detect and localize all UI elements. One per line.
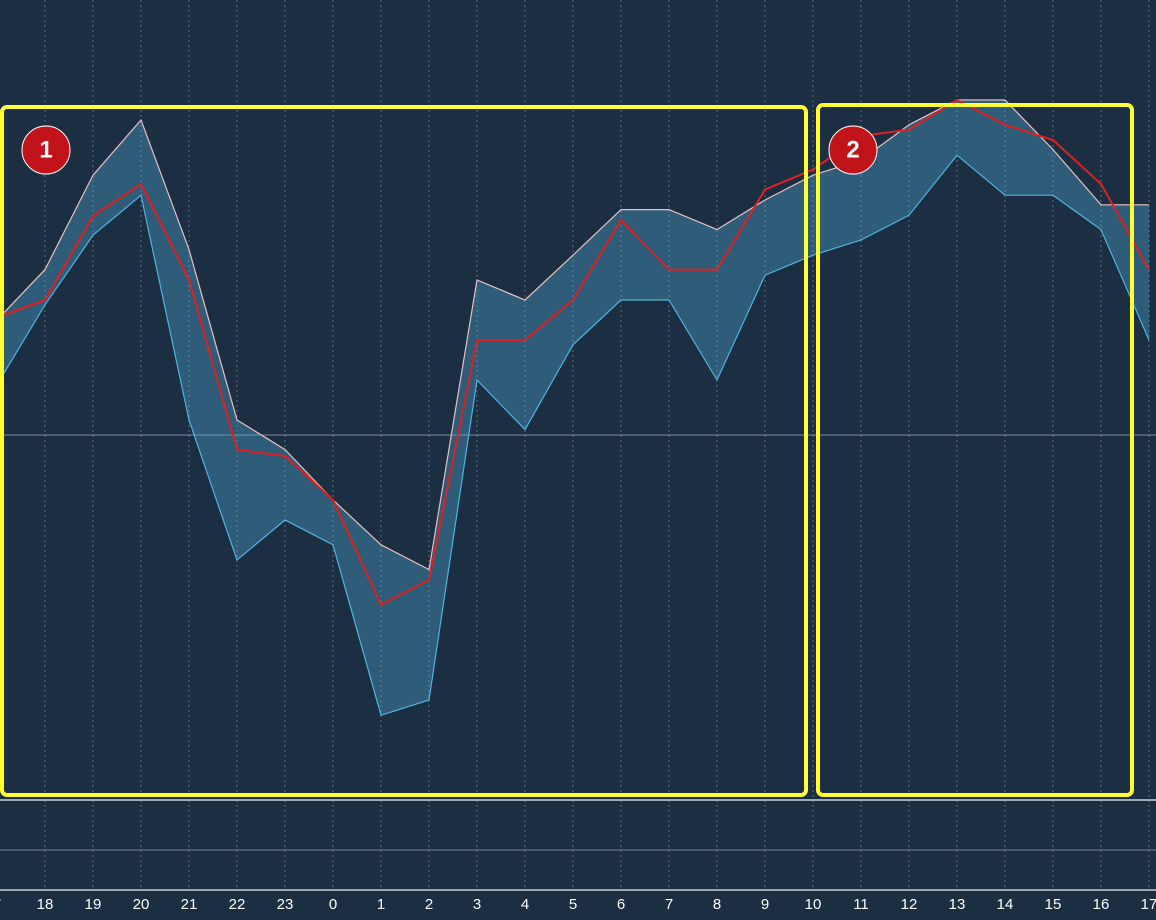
x-tick-label: 1 <box>377 896 385 913</box>
x-tick-label: 4 <box>521 896 529 913</box>
x-tick-label: 13 <box>949 896 966 913</box>
x-tick-label: 3 <box>473 896 481 913</box>
x-tick-label: 12 <box>901 896 918 913</box>
x-tick-label: 18 <box>37 896 54 913</box>
x-tick-label: 7 <box>0 896 1 913</box>
marker <box>828 125 878 175</box>
x-tick-label: 2 <box>425 896 433 913</box>
x-tick-label: 14 <box>997 896 1014 913</box>
x-tick-label: 8 <box>713 896 721 913</box>
x-tick-label: 17 <box>1141 896 1156 913</box>
x-tick-label: 11 <box>853 896 869 913</box>
x-tick-label: 0 <box>329 896 337 913</box>
x-axis: 718192021222301234567891011121314151617 <box>0 896 1156 913</box>
x-tick-label: 15 <box>1045 896 1062 913</box>
marker <box>21 125 71 175</box>
x-tick-label: 21 <box>181 896 198 913</box>
cloud-fill <box>0 100 1149 716</box>
highlight-box <box>0 105 808 797</box>
x-tick-label: 10 <box>805 896 822 913</box>
x-tick-label: 19 <box>85 896 102 913</box>
x-tick-label: 16 <box>1093 896 1110 913</box>
x-tick-label: 6 <box>617 896 625 913</box>
moving-average <box>0 98 1150 607</box>
cloud-edge <box>0 154 1150 716</box>
x-tick-label: 23 <box>277 896 294 913</box>
grid <box>44 0 1150 890</box>
plot <box>0 98 1150 716</box>
marker-label: 1 <box>39 136 52 163</box>
x-tick-label: 20 <box>133 896 150 913</box>
marker-label: 2 <box>846 136 859 163</box>
x-tick-label: 22 <box>229 896 246 913</box>
highlight-box <box>816 103 1134 797</box>
x-tick-label: 7 <box>665 896 673 913</box>
x-tick-label: 5 <box>569 896 577 913</box>
x-tick-label: 9 <box>761 896 769 913</box>
